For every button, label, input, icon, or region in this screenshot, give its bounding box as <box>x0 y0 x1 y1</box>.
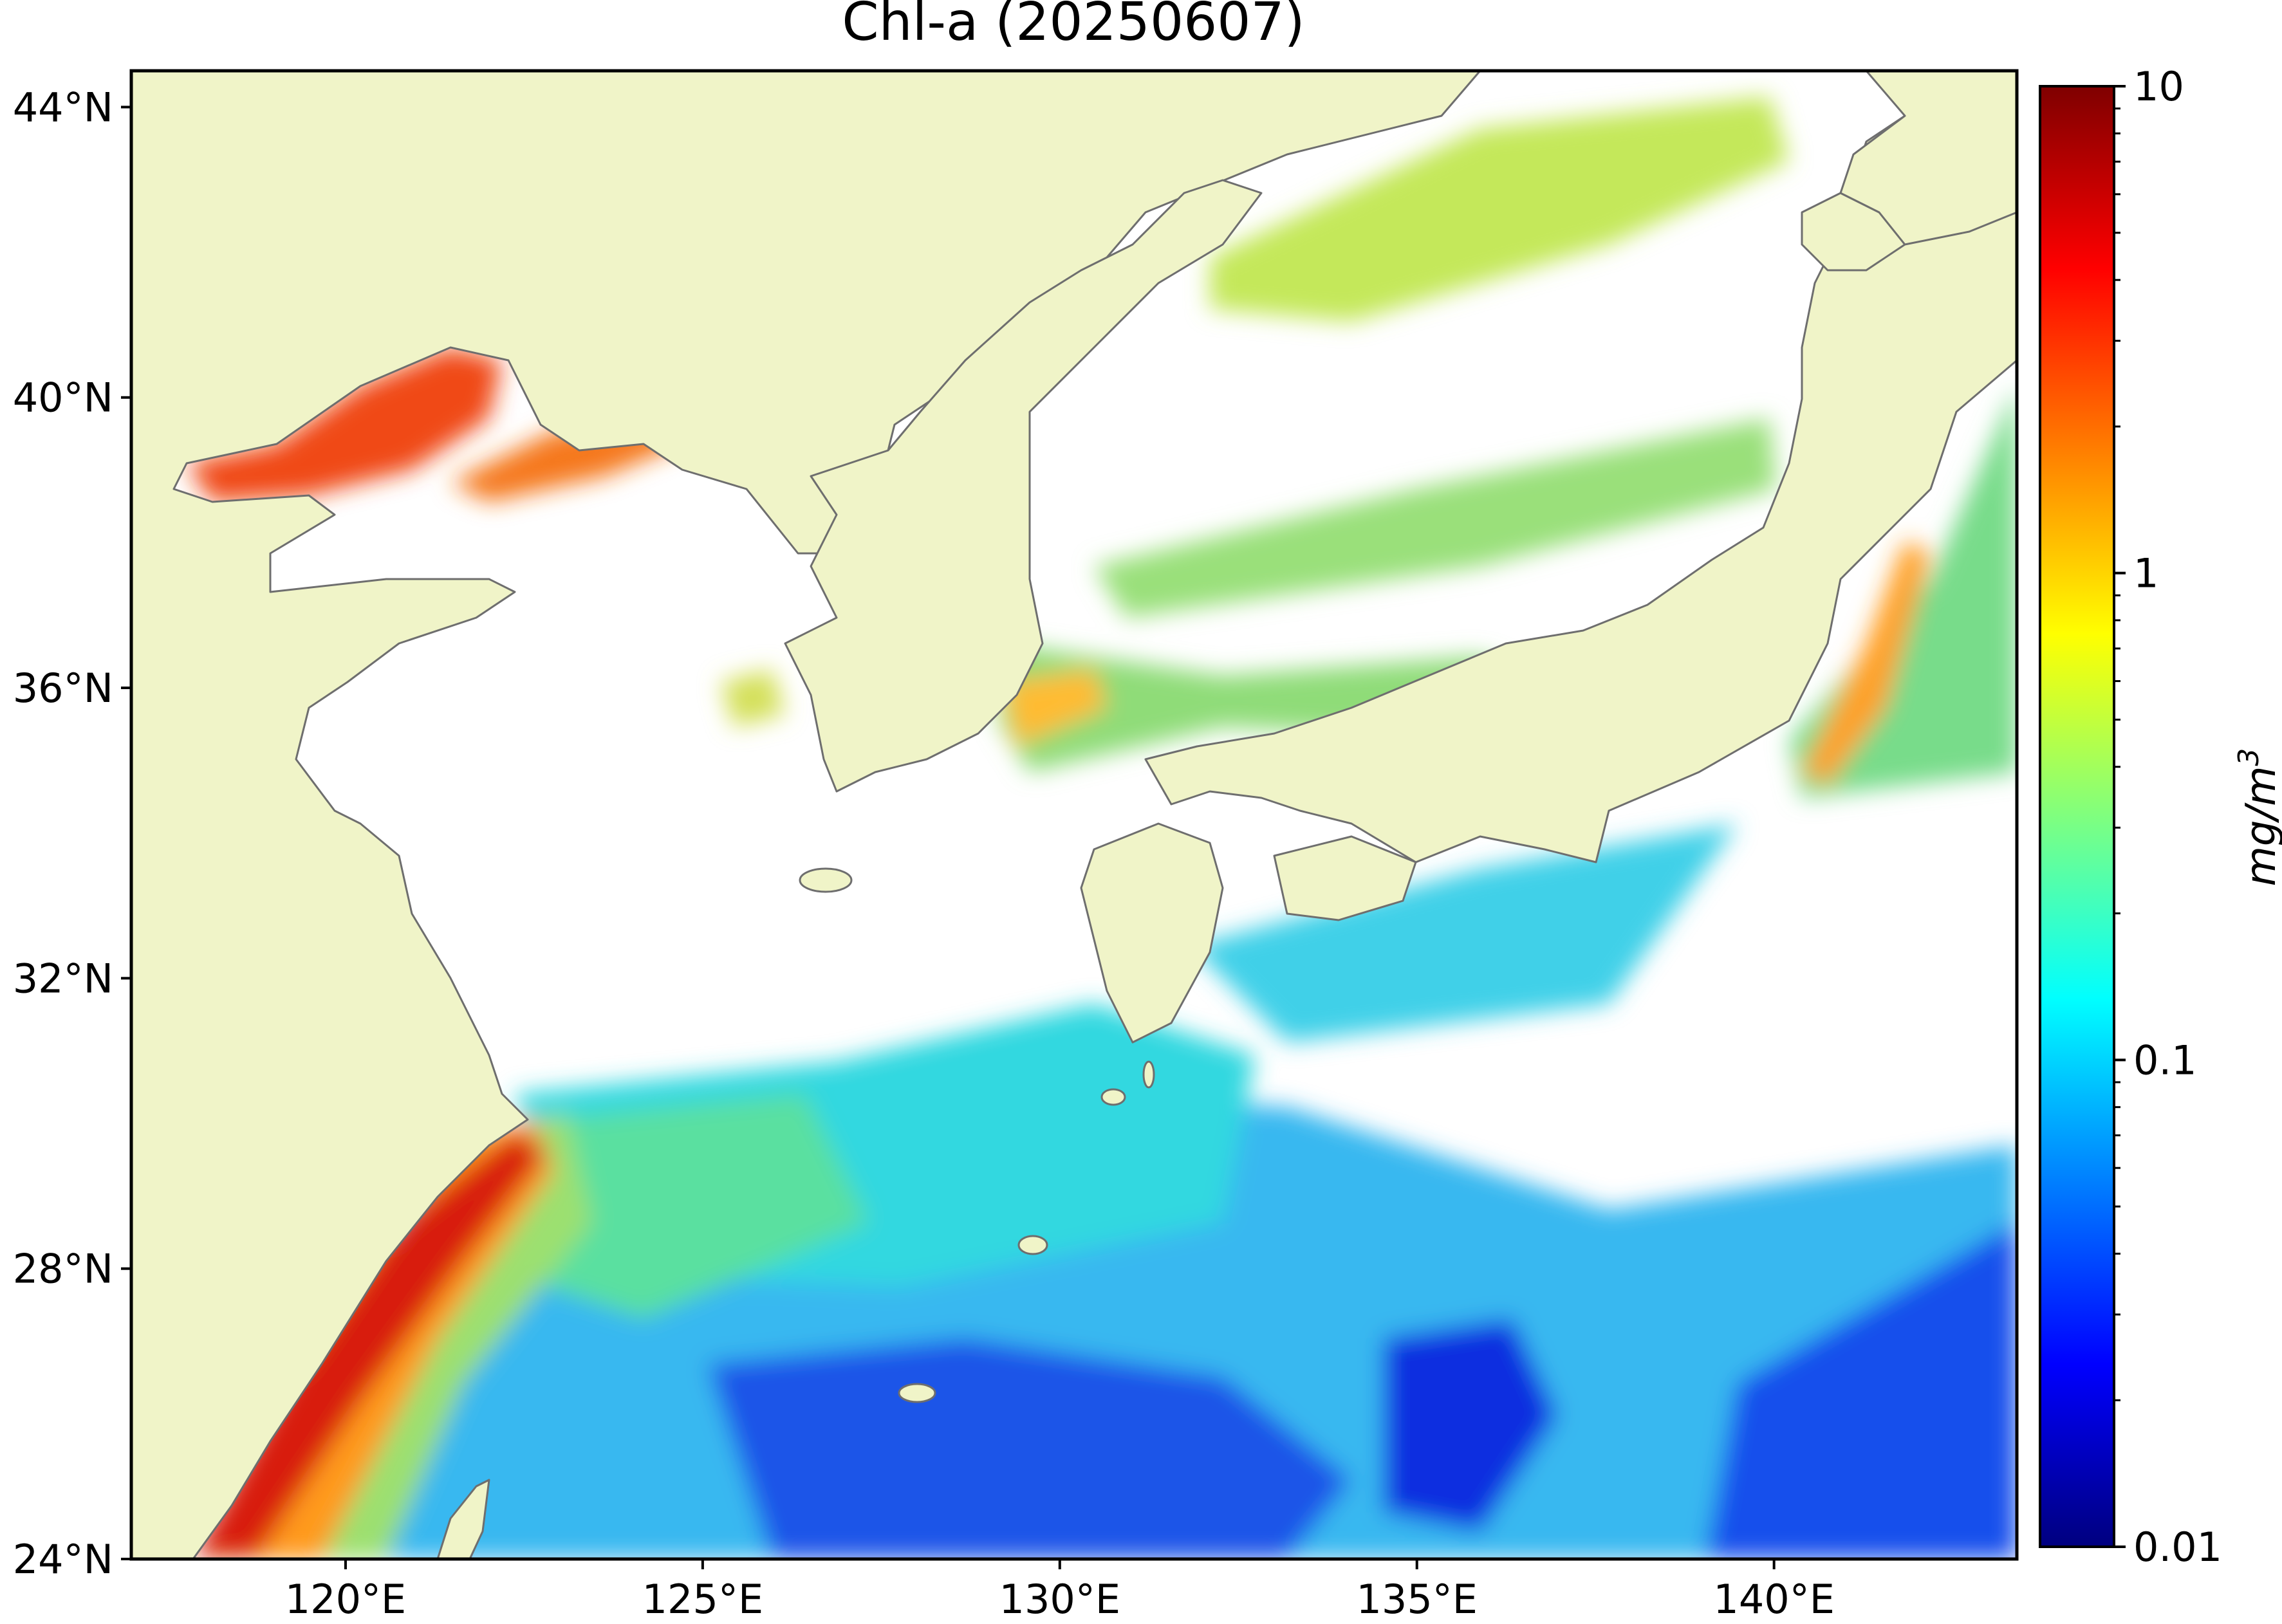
colorbar-tick-label: 1 <box>2133 550 2158 597</box>
x-axis: 120°E 125°E 130°E 135°E 140°E <box>285 1559 1835 1623</box>
y-tick-label: 40°N <box>13 374 113 421</box>
land-shikoku <box>1273 835 1417 921</box>
land-layer <box>131 71 2017 1559</box>
map-title: Chl-a (20250607) <box>842 0 1304 53</box>
colorbar-unit-sup: 3 <box>2232 748 2265 766</box>
land-amami <box>1017 1235 1048 1255</box>
colorbar-tick-label: 0.1 <box>2133 1037 2197 1084</box>
chlorophyll-data-layer <box>187 97 2017 1559</box>
y-tick-label: 24°N <box>13 1536 113 1583</box>
colorbar-unit-label: mg/m3 <box>2232 748 2282 887</box>
chl-patch-korea-east-coast <box>1004 669 1107 746</box>
colorbar-unit-base: mg/m <box>2238 766 2282 887</box>
y-tick-label: 28°N <box>13 1246 113 1293</box>
chl-patch-bohai-west <box>187 347 502 502</box>
chl-patch-low-east2 <box>1705 1223 2017 1559</box>
chl-patch-east-china-green <box>547 1094 869 1319</box>
colorbar-tick-label: 0.01 <box>2133 1524 2222 1571</box>
chl-patch-south-band <box>997 643 1545 772</box>
land-china <box>131 71 1481 1559</box>
x-tick-label: 125°E <box>642 1576 764 1621</box>
y-axis: 44°N 40°N 36°N 32°N 28°N 24°N <box>13 84 131 1583</box>
land-okinawa <box>898 1383 936 1403</box>
chl-patch-shikoku-south <box>1191 824 1738 1042</box>
land-kyushu <box>1080 822 1224 1044</box>
x-tick-label: 130°E <box>999 1576 1121 1621</box>
land-taiwan <box>436 1479 490 1559</box>
land-yakushima <box>1100 1088 1126 1106</box>
chl-patch-low-deep <box>708 1338 1351 1559</box>
x-tick-label: 135°E <box>1356 1576 1478 1621</box>
colorbar: 10 1 0.1 0.01 mg/m3 <box>2039 63 2282 1571</box>
y-tick-label: 36°N <box>13 665 113 712</box>
chl-patch-mid-band <box>1094 418 1776 618</box>
chl-patch-japan-pacific-orange <box>1802 540 1931 785</box>
y-tick-label: 32°N <box>13 955 113 1002</box>
y-tick-label: 44°N <box>13 84 113 131</box>
land-russia-coast <box>1839 71 2017 246</box>
map-area <box>131 71 2017 1559</box>
chl-patch-low-east <box>1384 1319 1557 1531</box>
x-tick-label: 120°E <box>285 1576 407 1621</box>
colorbar-tick-label: 10 <box>2133 63 2184 110</box>
land-korea <box>784 179 1263 793</box>
chl-patch-china-coast-red <box>193 1132 547 1557</box>
land-tanegashima <box>1142 1060 1155 1089</box>
chl-patch-north-band <box>1210 97 1789 322</box>
land-jeju <box>799 867 853 893</box>
chl-patch-yellow-sea <box>721 669 785 727</box>
colorbar-gradient <box>2039 85 2115 1548</box>
x-tick-label: 140°E <box>1713 1576 1835 1621</box>
map-frame <box>129 69 2019 1561</box>
colorbar-ticks: 10 1 0.1 0.01 <box>2114 63 2222 1571</box>
